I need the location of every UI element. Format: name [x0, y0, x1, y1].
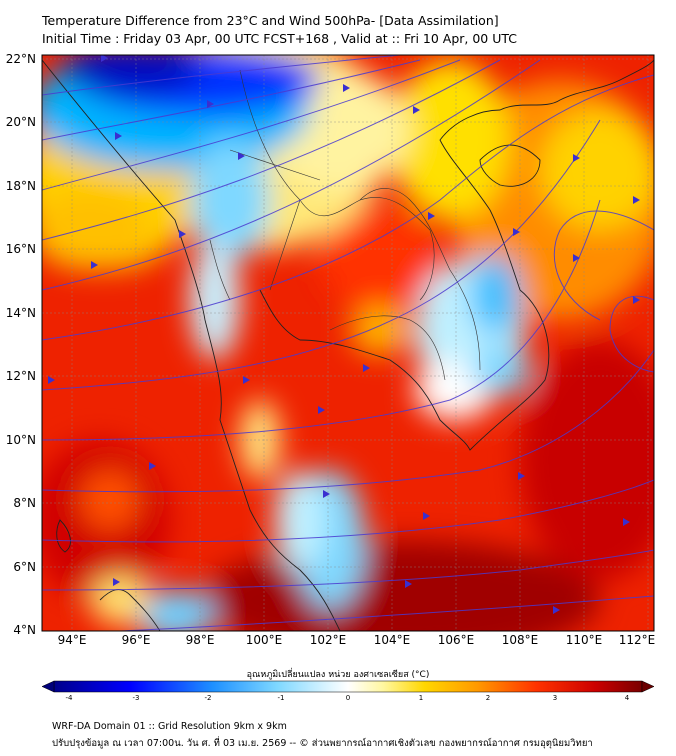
lat-label: 22°N — [5, 52, 36, 66]
lat-label: 20°N — [5, 115, 36, 129]
lat-label: 16°N — [5, 242, 36, 256]
colorbar-tick: -2 — [204, 694, 212, 702]
lon-label: 112°E — [618, 633, 656, 647]
country-borders — [209, 69, 481, 381]
lon-label: 104°E — [373, 633, 411, 647]
colorbar-tick: 2 — [485, 694, 491, 702]
colorbar — [41, 680, 655, 693]
lon-label: 94°E — [57, 633, 87, 647]
lat-label: 18°N — [5, 179, 36, 193]
lon-label: 98°E — [185, 633, 215, 647]
map-title-line1: Temperature Difference from 23°C and Win… — [42, 13, 499, 28]
colorbar-tick: 0 — [345, 694, 351, 702]
colorbar-tick: -1 — [277, 694, 285, 702]
lat-label: 6°N — [13, 560, 36, 574]
lat-label: 8°N — [13, 496, 36, 510]
colorbar-tick: 1 — [418, 694, 424, 702]
temperature-field — [42, 55, 654, 631]
wind-streamlines — [42, 55, 654, 631]
wind-arrows — [48, 55, 640, 614]
map-title-line2: Initial Time : Friday 03 Apr, 00 UTC FCS… — [42, 31, 517, 46]
lat-label: 14°N — [5, 306, 36, 320]
colorbar-tick: 4 — [624, 694, 630, 702]
coastlines — [42, 59, 654, 631]
lon-label: 108°E — [501, 633, 539, 647]
lat-label: 4°N — [13, 623, 36, 637]
colorbar-label: อุณหภูมิเปลี่ยนแปลง หน่วย องศาเซลเซียส (… — [246, 670, 430, 680]
lon-label: 110°E — [565, 633, 603, 647]
lat-label: 10°N — [5, 433, 36, 447]
lat-label: 12°N — [5, 369, 36, 383]
colorbar-tick: 3 — [552, 694, 558, 702]
colorbar-tick: -4 — [65, 694, 73, 702]
lon-label: 96°E — [121, 633, 151, 647]
colorbar-tick: -3 — [132, 694, 140, 702]
lon-label: 106°E — [437, 633, 475, 647]
footer-credit: ปรับปรุงข้อมูล ณ เวลา 07:00น. วัน ศ. ที่… — [52, 738, 593, 749]
footer-domain-info: WRF-DA Domain 01 :: Grid Resolution 9km … — [52, 721, 287, 732]
lon-label: 102°E — [309, 633, 347, 647]
map-frame — [41, 54, 655, 632]
lon-label: 100°E — [245, 633, 283, 647]
